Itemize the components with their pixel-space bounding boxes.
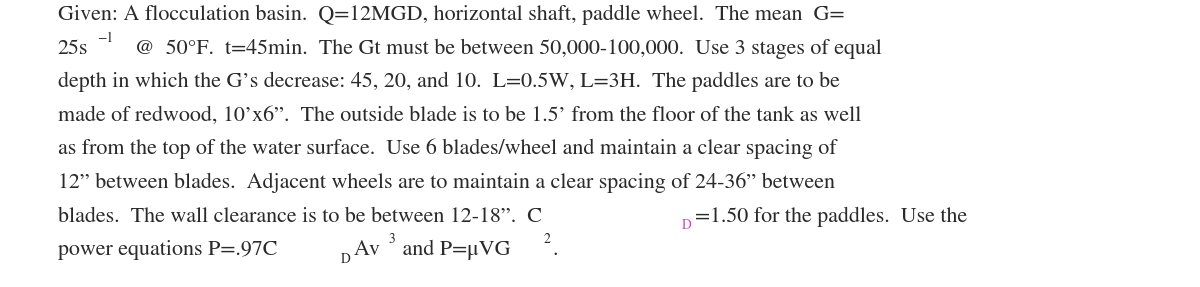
Text: and P=μVG: and P=μVG xyxy=(397,240,510,260)
Text: D: D xyxy=(341,252,350,265)
Text: depth in which the G’s decrease: 45, 20, and 10.  L=0.5W, L=3H.  The paddles are: depth in which the G’s decrease: 45, 20,… xyxy=(58,72,840,92)
Text: Av: Av xyxy=(354,241,380,260)
Text: as from the top of the water surface.  Use 6 blades/wheel and maintain a clear s: as from the top of the water surface. Us… xyxy=(58,139,836,159)
Text: D: D xyxy=(682,219,692,232)
Text: 3: 3 xyxy=(388,233,395,246)
Text: blades.  The wall clearance is to be between 12-18”.  C: blades. The wall clearance is to be betw… xyxy=(58,207,541,226)
Text: 2: 2 xyxy=(544,233,551,246)
Text: @  50°F.  t=45min.  The Gt must be between 50,000-100,000.  Use 3 stages of equa: @ 50°F. t=45min. The Gt must be between … xyxy=(118,38,882,59)
Text: power equations P=.97C: power equations P=.97C xyxy=(58,240,277,260)
Text: Given: A flocculation basin.  Q=12MGD, horizontal shaft, paddle wheel.  The mean: Given: A flocculation basin. Q=12MGD, ho… xyxy=(58,5,844,25)
Text: =1.50 for the paddles.  Use the: =1.50 for the paddles. Use the xyxy=(695,206,967,226)
Text: 12” between blades.  Adjacent wheels are to maintain a clear spacing of 24-36” b: 12” between blades. Adjacent wheels are … xyxy=(58,172,835,193)
Text: .: . xyxy=(552,241,558,260)
Text: 25s: 25s xyxy=(58,39,88,59)
Text: made of redwood, 10’x6”.  The outside blade is to be 1.5’ from the floor of the : made of redwood, 10’x6”. The outside bla… xyxy=(58,106,860,126)
Text: −1: −1 xyxy=(97,31,113,44)
